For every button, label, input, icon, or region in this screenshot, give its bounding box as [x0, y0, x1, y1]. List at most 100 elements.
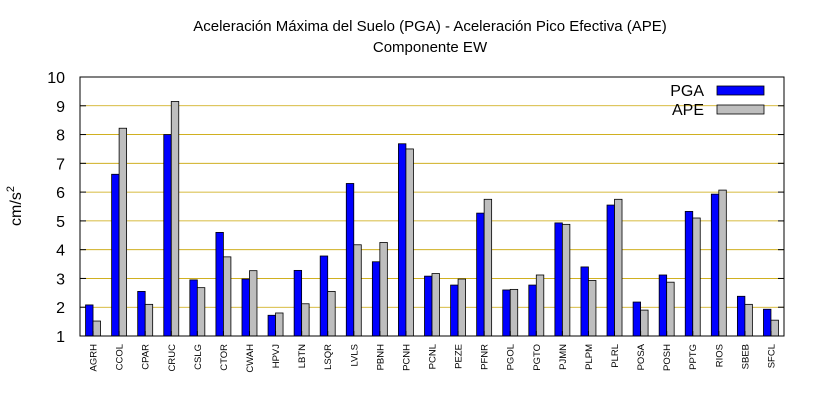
bar-ape-ccol	[118, 127, 128, 337]
bar-pga-cslg	[189, 279, 198, 337]
ytick-label-4: 4	[56, 243, 65, 260]
bar-pga-lsqr	[319, 255, 329, 337]
bar-pga-pcnl	[424, 275, 433, 337]
bar-ape-pptg	[692, 217, 701, 337]
bar-ape-pgto	[535, 274, 545, 337]
xtick-label-ctor: CTOR	[219, 344, 230, 371]
chart-title: Aceleración Máxima del Suelo (PGA) - Ace…	[193, 18, 667, 35]
bar-ape-posa	[640, 309, 649, 337]
chart-subtitle: Componente EW	[373, 39, 488, 56]
bar-ape-cruc	[170, 101, 180, 337]
bar-ape-cpar	[144, 303, 154, 337]
y-axis-label: cm/s2	[5, 186, 25, 226]
axis-ticks: 1 2 3 4 5 6 7 8 9 10 AGRH CCOL CPAR CRUC CSLG CTOR CWAH H…	[47, 70, 784, 373]
xtick-label-posa: POSA	[636, 343, 647, 370]
ytick-label-10: 10	[47, 70, 65, 87]
xtick-label-peze: PEZE	[454, 344, 465, 369]
bar-pga-pgol	[502, 289, 511, 337]
xtick-label-pcnh: PCNH	[401, 344, 412, 371]
bar-pga-sfcl	[763, 308, 772, 337]
ytick-label-6: 6	[56, 185, 65, 202]
bar-ape-peze	[457, 278, 466, 337]
xtick-label-pgol: PGOL	[506, 344, 517, 370]
bar-pga-posh	[658, 274, 668, 337]
bar-ape-sbeb	[744, 303, 753, 337]
bar-pga-plrl	[606, 204, 615, 337]
xtick-label-lbtn: LBTN	[297, 344, 308, 368]
bar-pga-pjmn	[554, 222, 563, 337]
bar-ape-cwah	[249, 270, 258, 337]
bar-ape-posh	[666, 281, 675, 337]
y-axis-label-superscript: 2	[5, 186, 17, 192]
xtick-label-plrl: PLRL	[610, 344, 621, 368]
ytick-label-2: 2	[56, 300, 65, 317]
bar-ape-pgol	[509, 288, 519, 337]
bar-pga-agrh	[85, 304, 94, 337]
ytick-label-5: 5	[56, 214, 65, 231]
bar-pga-pfnr	[476, 212, 485, 337]
xtick-label-pjmn: PJMN	[558, 344, 569, 370]
bar-pga-cwah	[241, 278, 250, 337]
bar-pga-pptg	[684, 210, 694, 337]
bar-ape-lsqr	[327, 290, 336, 337]
gridlines	[80, 105, 784, 308]
xtick-label-hpvj: HPVJ	[271, 344, 282, 369]
xtick-label-pptg: PPTG	[688, 344, 699, 370]
bar-pga-pbnh	[371, 261, 381, 337]
bar-pga-posa	[632, 301, 641, 337]
bar-pga-rios	[710, 193, 720, 337]
bar-ape-rios	[718, 189, 727, 337]
xtick-label-cpar: CPAR	[141, 344, 152, 370]
bar-ape-ctor	[223, 256, 232, 337]
legend-label-pga: PGA	[670, 83, 704, 100]
bar-ape-pfnr	[483, 198, 493, 337]
bar-pga-pgto	[528, 284, 537, 337]
xtick-label-pcnl: PCNL	[428, 344, 439, 369]
bar-ape-pcnh	[405, 148, 414, 337]
xtick-label-lvls: LVLS	[349, 344, 360, 367]
ytick-label-9: 9	[56, 99, 65, 116]
bar-ape-pbnh	[379, 242, 388, 337]
bar-ape-plpm	[588, 280, 597, 337]
bar-ape-cslg	[196, 287, 206, 337]
y-axis-label-text: cm/s	[8, 192, 25, 226]
xtick-label-lsqr: LSQR	[323, 344, 334, 370]
xtick-label-cslg: CSLG	[193, 344, 204, 370]
bar-ape-lvls	[353, 244, 362, 337]
ytick-label-1: 1	[56, 329, 65, 346]
bar-pga-cpar	[137, 290, 146, 337]
xtick-label-cruc: CRUC	[167, 344, 178, 372]
ytick-label-3: 3	[56, 271, 65, 288]
xtick-label-plpm: PLPM	[584, 344, 595, 370]
bar-pga-sbeb	[736, 295, 746, 337]
legend: PGA APE	[670, 83, 765, 119]
bar-pga-hpvj	[267, 314, 276, 337]
legend-swatch-ape	[716, 104, 765, 115]
bar-pga-ccol	[111, 173, 120, 337]
xtick-label-posh: POSH	[662, 344, 673, 371]
ytick-label-8: 8	[56, 128, 65, 145]
bar-ape-hpvj	[275, 312, 284, 337]
xtick-label-ccol: CCOL	[115, 344, 126, 370]
xtick-label-pfnr: PFNR	[480, 344, 491, 370]
bar-pga-lvls	[345, 183, 355, 337]
bar-ape-plrl	[614, 198, 623, 337]
bar-pga-lbtn	[293, 269, 303, 337]
xtick-label-rios: RIOS	[714, 344, 725, 367]
xtick-label-pbnh: PBNH	[375, 344, 386, 371]
bar-ape-pcnl	[431, 273, 440, 337]
xtick-label-cwah: CWAH	[245, 344, 256, 373]
ytick-label-7: 7	[56, 156, 65, 173]
bar-ape-agrh	[92, 320, 101, 337]
xtick-label-agrh: AGRH	[89, 344, 100, 372]
xtick-label-sbeb: SBEB	[740, 344, 751, 369]
xtick-label-sfcl: SFCL	[766, 344, 777, 368]
bar-pga-pcnh	[398, 143, 407, 337]
bar-ape-lbtn	[301, 303, 310, 337]
bar-pga-cruc	[163, 134, 172, 337]
bars	[85, 101, 779, 337]
legend-swatch-pga	[716, 85, 765, 96]
legend-label-ape: APE	[672, 102, 704, 119]
